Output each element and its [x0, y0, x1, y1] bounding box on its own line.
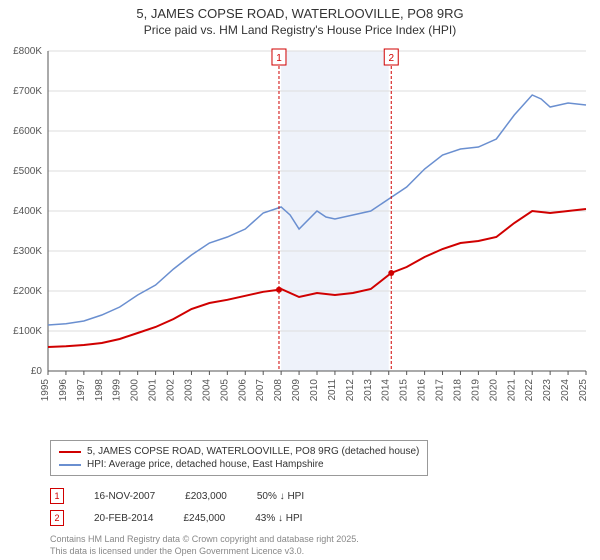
svg-text:£700K: £700K — [13, 86, 42, 97]
svg-text:2003: 2003 — [183, 379, 194, 402]
svg-text:2023: 2023 — [542, 379, 553, 402]
svg-text:2024: 2024 — [560, 379, 571, 402]
svg-text:2012: 2012 — [345, 379, 356, 402]
sale-delta: 50% ↓ HPI — [257, 491, 304, 502]
sale-marker-icon: 2 — [50, 510, 64, 526]
svg-text:1998: 1998 — [94, 379, 105, 402]
svg-text:2016: 2016 — [417, 379, 428, 402]
svg-text:2022: 2022 — [524, 379, 535, 402]
svg-text:2010: 2010 — [309, 379, 320, 402]
svg-text:2006: 2006 — [237, 379, 248, 402]
svg-text:2017: 2017 — [435, 379, 446, 402]
svg-text:2004: 2004 — [201, 379, 212, 402]
svg-text:£800K: £800K — [13, 46, 42, 57]
svg-text:2025: 2025 — [578, 379, 589, 402]
sale-price: £203,000 — [185, 491, 227, 502]
legend-item: HPI: Average price, detached house, East… — [59, 458, 419, 471]
svg-text:2020: 2020 — [488, 379, 499, 402]
svg-text:2011: 2011 — [327, 379, 338, 401]
svg-text:2014: 2014 — [381, 379, 392, 402]
legend-item: 5, JAMES COPSE ROAD, WATERLOOVILLE, PO8 … — [59, 445, 419, 458]
sale-row: 1 16-NOV-2007 £203,000 50% ↓ HPI — [50, 488, 304, 504]
svg-text:2015: 2015 — [399, 379, 410, 402]
svg-text:2001: 2001 — [148, 379, 159, 402]
svg-text:2013: 2013 — [363, 379, 374, 402]
footer-line: This data is licensed under the Open Gov… — [50, 546, 359, 558]
sale-date: 16-NOV-2007 — [94, 491, 155, 502]
svg-text:1: 1 — [276, 53, 282, 64]
svg-text:2000: 2000 — [130, 379, 141, 402]
svg-text:1996: 1996 — [58, 379, 69, 402]
svg-text:2021: 2021 — [506, 379, 517, 402]
svg-text:2018: 2018 — [452, 379, 463, 402]
sale-date: 20-FEB-2014 — [94, 513, 153, 524]
legend-swatch-icon — [59, 464, 81, 466]
legend-swatch-icon — [59, 451, 81, 453]
svg-text:£100K: £100K — [13, 326, 42, 337]
chart-svg: £0 £100K £200K £300K £400K £500K £600K £700K £80… — [0, 41, 600, 421]
svg-text:2002: 2002 — [166, 379, 177, 402]
legend-label: 5, JAMES COPSE ROAD, WATERLOOVILLE, PO8 … — [87, 446, 419, 457]
svg-text:£300K: £300K — [13, 246, 42, 257]
sale-marker-icon: 1 — [50, 488, 64, 504]
footer: Contains HM Land Registry data © Crown c… — [50, 534, 359, 557]
chart-title-address: 5, JAMES COPSE ROAD, WATERLOOVILLE, PO8 … — [0, 0, 600, 21]
sale-price: £245,000 — [183, 513, 225, 524]
svg-text:2008: 2008 — [273, 379, 284, 402]
svg-text:2009: 2009 — [291, 379, 302, 402]
chart-area: £0 £100K £200K £300K £400K £500K £600K £700K £80… — [0, 41, 600, 421]
svg-text:1999: 1999 — [112, 379, 123, 402]
svg-text:1997: 1997 — [76, 379, 87, 402]
chart-title-sub: Price paid vs. HM Land Registry's House … — [0, 21, 600, 41]
sale-row: 2 20-FEB-2014 £245,000 43% ↓ HPI — [50, 510, 302, 526]
svg-text:£400K: £400K — [13, 206, 42, 217]
sale-delta: 43% ↓ HPI — [255, 513, 302, 524]
svg-text:£200K: £200K — [13, 286, 42, 297]
legend-label: HPI: Average price, detached house, East… — [87, 459, 324, 470]
svg-text:2005: 2005 — [219, 379, 230, 402]
svg-text:2007: 2007 — [255, 379, 266, 402]
legend: 5, JAMES COPSE ROAD, WATERLOOVILLE, PO8 … — [50, 440, 428, 476]
svg-text:2019: 2019 — [470, 379, 481, 402]
svg-text:1995: 1995 — [40, 379, 51, 402]
footer-line: Contains HM Land Registry data © Crown c… — [50, 534, 359, 546]
svg-text:£0: £0 — [31, 366, 43, 377]
svg-text:£500K: £500K — [13, 166, 42, 177]
svg-text:£600K: £600K — [13, 126, 42, 137]
svg-text:2: 2 — [388, 53, 394, 64]
